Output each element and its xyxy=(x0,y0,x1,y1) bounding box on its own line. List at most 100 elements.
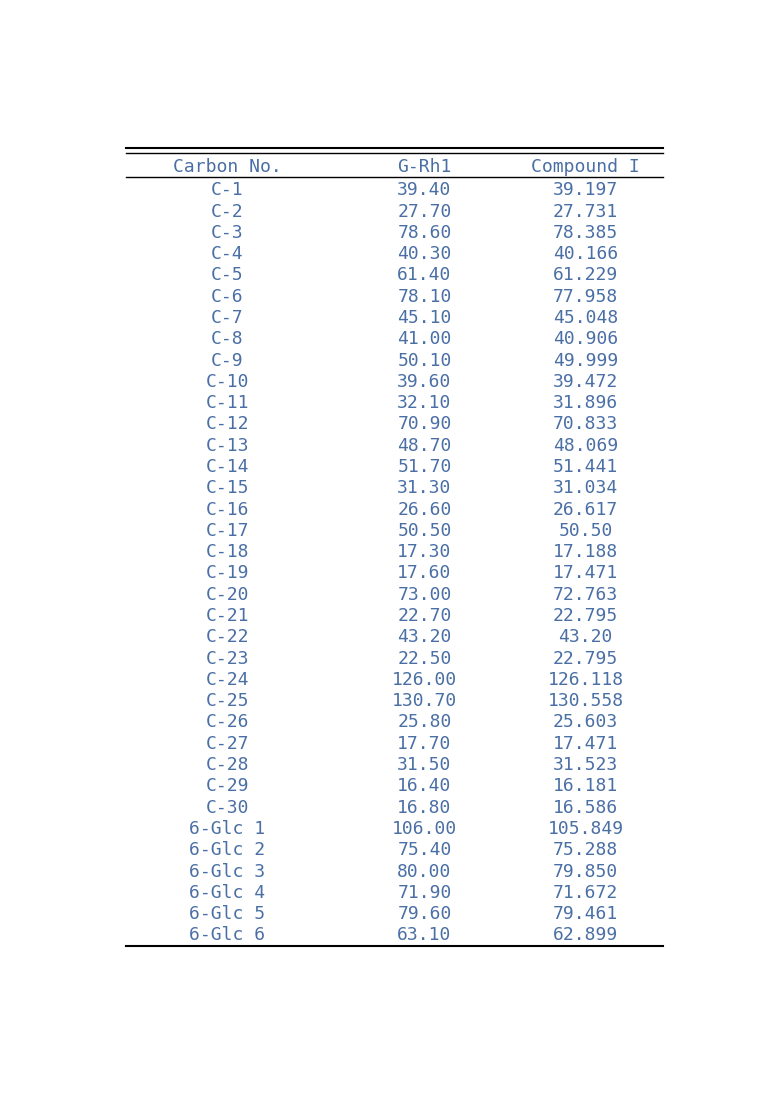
Text: C-24: C-24 xyxy=(206,671,249,688)
Text: 26.617: 26.617 xyxy=(553,500,618,519)
Text: 17.471: 17.471 xyxy=(553,565,618,583)
Text: 71.672: 71.672 xyxy=(553,883,618,902)
Text: 78.10: 78.10 xyxy=(397,287,452,305)
Text: 39.197: 39.197 xyxy=(553,182,618,199)
Text: 78.385: 78.385 xyxy=(553,224,618,242)
Text: C-30: C-30 xyxy=(206,799,249,817)
Text: C-1: C-1 xyxy=(211,182,244,199)
Text: C-20: C-20 xyxy=(206,586,249,604)
Text: 6-Glc 5: 6-Glc 5 xyxy=(189,905,266,924)
Text: 31.896: 31.896 xyxy=(553,394,618,412)
Text: 41.00: 41.00 xyxy=(397,330,452,349)
Text: 6-Glc 4: 6-Glc 4 xyxy=(189,883,266,902)
Text: 43.20: 43.20 xyxy=(558,628,613,646)
Text: 50.50: 50.50 xyxy=(397,521,452,540)
Text: C-10: C-10 xyxy=(206,373,249,391)
Text: 6-Glc 1: 6-Glc 1 xyxy=(189,820,266,838)
Text: 17.60: 17.60 xyxy=(397,565,452,583)
Text: 31.523: 31.523 xyxy=(553,756,618,774)
Text: 63.10: 63.10 xyxy=(397,927,452,945)
Text: 6-Glc 2: 6-Glc 2 xyxy=(189,841,266,859)
Text: C-4: C-4 xyxy=(211,245,244,263)
Text: 45.048: 45.048 xyxy=(553,309,618,328)
Text: 48.70: 48.70 xyxy=(397,437,452,455)
Text: 126.00: 126.00 xyxy=(392,671,457,688)
Text: 77.958: 77.958 xyxy=(553,287,618,305)
Text: 79.60: 79.60 xyxy=(397,905,452,924)
Text: 50.50: 50.50 xyxy=(558,521,613,540)
Text: 40.166: 40.166 xyxy=(553,245,618,263)
Text: C-18: C-18 xyxy=(206,544,249,561)
Text: 39.472: 39.472 xyxy=(553,373,618,391)
Text: 70.90: 70.90 xyxy=(397,416,452,433)
Text: 31.034: 31.034 xyxy=(553,479,618,497)
Text: C-8: C-8 xyxy=(211,330,244,349)
Text: 6-Glc 3: 6-Glc 3 xyxy=(189,862,266,880)
Text: 27.70: 27.70 xyxy=(397,203,452,221)
Text: 106.00: 106.00 xyxy=(392,820,457,838)
Text: 50.10: 50.10 xyxy=(397,352,452,370)
Text: 17.188: 17.188 xyxy=(553,544,618,561)
Text: 43.20: 43.20 xyxy=(397,628,452,646)
Text: 51.70: 51.70 xyxy=(397,458,452,476)
Text: 25.80: 25.80 xyxy=(397,713,452,732)
Text: 22.795: 22.795 xyxy=(553,649,618,667)
Text: 22.70: 22.70 xyxy=(397,607,452,625)
Text: 17.70: 17.70 xyxy=(397,735,452,753)
Text: C-25: C-25 xyxy=(206,692,249,711)
Text: 16.181: 16.181 xyxy=(553,778,618,795)
Text: 17.30: 17.30 xyxy=(397,544,452,561)
Text: C-5: C-5 xyxy=(211,266,244,284)
Text: C-12: C-12 xyxy=(206,416,249,433)
Text: C-29: C-29 xyxy=(206,778,249,795)
Text: 80.00: 80.00 xyxy=(397,862,452,880)
Text: 16.40: 16.40 xyxy=(397,778,452,795)
Text: 39.60: 39.60 xyxy=(397,373,452,391)
Text: C-26: C-26 xyxy=(206,713,249,732)
Text: 40.30: 40.30 xyxy=(397,245,452,263)
Text: 22.795: 22.795 xyxy=(553,607,618,625)
Text: 32.10: 32.10 xyxy=(397,394,452,412)
Text: G-Rh1: G-Rh1 xyxy=(397,158,452,176)
Text: C-11: C-11 xyxy=(206,394,249,412)
Text: 26.60: 26.60 xyxy=(397,500,452,519)
Text: 126.118: 126.118 xyxy=(547,671,624,688)
Text: 72.763: 72.763 xyxy=(553,586,618,604)
Text: 62.899: 62.899 xyxy=(553,927,618,945)
Text: 75.40: 75.40 xyxy=(397,841,452,859)
Text: C-27: C-27 xyxy=(206,735,249,753)
Text: 130.70: 130.70 xyxy=(392,692,457,711)
Text: 79.850: 79.850 xyxy=(553,862,618,880)
Text: 31.50: 31.50 xyxy=(397,756,452,774)
Text: C-14: C-14 xyxy=(206,458,249,476)
Text: 75.288: 75.288 xyxy=(553,841,618,859)
Text: 25.603: 25.603 xyxy=(553,713,618,732)
Text: C-21: C-21 xyxy=(206,607,249,625)
Text: 70.833: 70.833 xyxy=(553,416,618,433)
Text: C-16: C-16 xyxy=(206,500,249,519)
Text: 31.30: 31.30 xyxy=(397,479,452,497)
Text: C-9: C-9 xyxy=(211,352,244,370)
Text: 73.00: 73.00 xyxy=(397,586,452,604)
Text: C-17: C-17 xyxy=(206,521,249,540)
Text: C-3: C-3 xyxy=(211,224,244,242)
Text: 17.471: 17.471 xyxy=(553,735,618,753)
Text: C-13: C-13 xyxy=(206,437,249,455)
Text: C-19: C-19 xyxy=(206,565,249,583)
Text: 39.40: 39.40 xyxy=(397,182,452,199)
Text: 16.80: 16.80 xyxy=(397,799,452,817)
Text: C-23: C-23 xyxy=(206,649,249,667)
Text: 51.441: 51.441 xyxy=(553,458,618,476)
Text: C-22: C-22 xyxy=(206,628,249,646)
Text: 61.229: 61.229 xyxy=(553,266,618,284)
Text: 79.461: 79.461 xyxy=(553,905,618,924)
Text: 71.90: 71.90 xyxy=(397,883,452,902)
Text: 78.60: 78.60 xyxy=(397,224,452,242)
Text: C-28: C-28 xyxy=(206,756,249,774)
Text: 49.999: 49.999 xyxy=(553,352,618,370)
Text: 40.906: 40.906 xyxy=(553,330,618,349)
Text: 27.731: 27.731 xyxy=(553,203,618,221)
Text: 6-Glc 6: 6-Glc 6 xyxy=(189,927,266,945)
Text: C-6: C-6 xyxy=(211,287,244,305)
Text: 105.849: 105.849 xyxy=(547,820,624,838)
